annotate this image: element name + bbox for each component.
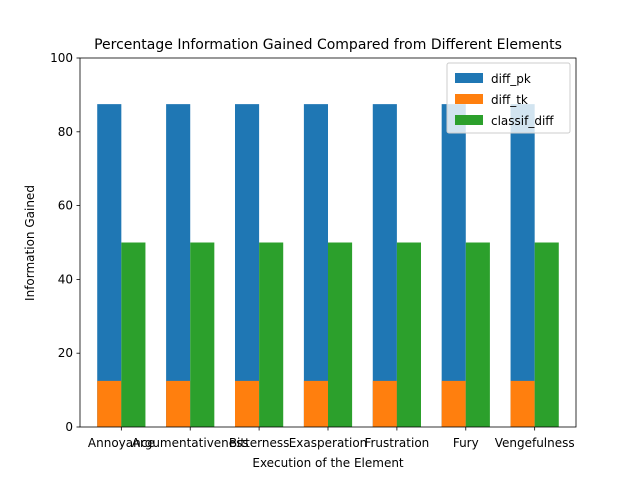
x-tick-label: Vengefulness — [495, 436, 575, 450]
bar-classif-diff-exasperation — [328, 242, 353, 427]
bar-diff-pk-argumentativeness — [166, 104, 191, 428]
legend-label: classif_diff — [491, 114, 554, 128]
y-axis-label: Information Gained — [23, 185, 37, 301]
bar-classif-diff-bitterness — [259, 242, 284, 427]
bar-diff-tk-exasperation — [303, 380, 328, 428]
bar-classif-diff-argumentativeness — [190, 242, 215, 427]
chart-title: Percentage Information Gained Compared f… — [94, 37, 562, 53]
legend: diff_pk diff_tk classif_diff — [446, 62, 571, 134]
x-tick-label: Frustration — [364, 436, 429, 450]
y-tick-label: 40 — [58, 272, 73, 286]
axes-layer: 0 20 40 60 80 100 AnnoyanceArgumentativenessBi… — [50, 51, 577, 450]
bar-classif-diff-frustration — [396, 242, 421, 427]
y-tick-label: 80 — [58, 125, 73, 139]
legend-label: diff_tk — [491, 93, 528, 107]
bar-diff-pk-fury — [441, 104, 466, 428]
bar-diff-tk-vengefulness — [510, 380, 535, 428]
legend-swatch — [455, 94, 483, 104]
legend-swatch — [455, 115, 483, 125]
bar-diff-tk-frustration — [372, 380, 397, 428]
bar-diff-pk-frustration — [372, 104, 397, 428]
bar-classif-diff-annoyance — [121, 242, 146, 427]
y-tick-label: 0 — [65, 420, 73, 434]
x-tick-label: Bitterness — [229, 436, 290, 450]
x-tick-label: Annoyance — [88, 436, 155, 450]
bar-diff-pk-exasperation — [303, 104, 328, 428]
bar-classif-diff-fury — [465, 242, 490, 427]
x-tick-label: Argumentativeness — [132, 436, 249, 450]
bar-diff-pk-annoyance — [97, 104, 122, 428]
bar-diff-tk-fury — [441, 380, 466, 428]
x-tick-label: Fury — [453, 436, 479, 450]
y-tick-label: 20 — [58, 346, 73, 360]
x-axis-label: Execution of the Element — [252, 456, 404, 470]
y-tick-label: 100 — [50, 51, 73, 65]
bar-diff-tk-annoyance — [97, 380, 122, 428]
bar-diff-pk-bitterness — [235, 104, 260, 428]
legend-label: diff_pk — [491, 72, 531, 86]
bar-diff-tk-bitterness — [235, 380, 260, 428]
bar-classif-diff-vengefulness — [534, 242, 559, 427]
legend-swatch — [455, 73, 483, 83]
bar-diff-tk-argumentativeness — [166, 380, 191, 428]
bar-diff-pk-vengefulness — [510, 104, 535, 428]
x-tick-label: Exasperation — [289, 436, 368, 450]
bars-layer — [97, 104, 559, 428]
y-tick-label: 60 — [58, 199, 73, 213]
